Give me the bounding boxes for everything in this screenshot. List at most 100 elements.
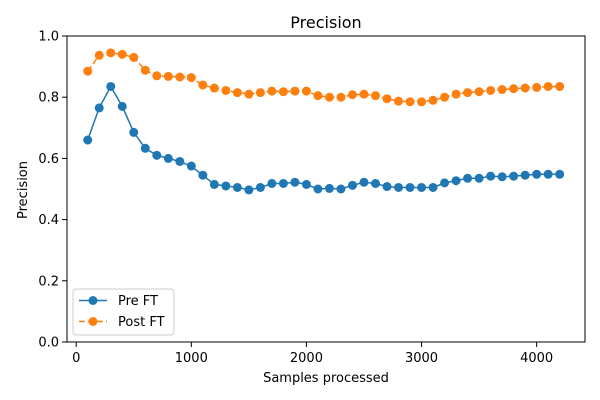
data-point-pre-ft bbox=[244, 185, 254, 195]
data-point-post-ft bbox=[209, 83, 219, 93]
data-point-pre-ft bbox=[129, 127, 139, 137]
data-point-pre-ft bbox=[509, 171, 519, 181]
data-point-post-ft bbox=[301, 86, 311, 96]
data-point-pre-ft bbox=[140, 143, 150, 153]
data-point-post-ft bbox=[313, 91, 323, 101]
plot-frame bbox=[66, 35, 586, 343]
data-point-pre-ft bbox=[440, 178, 450, 188]
data-point-post-ft bbox=[163, 71, 173, 81]
x-tick-label: 3000 bbox=[405, 351, 438, 366]
data-point-pre-ft bbox=[83, 135, 93, 145]
data-point-post-ft bbox=[394, 96, 404, 106]
data-point-post-ft bbox=[543, 81, 553, 91]
data-point-pre-ft bbox=[359, 177, 369, 187]
chart-title: Precision bbox=[290, 13, 361, 32]
data-point-pre-ft bbox=[301, 179, 311, 189]
data-point-pre-ft bbox=[474, 173, 484, 183]
legend-marker-pre-ft bbox=[88, 296, 98, 305]
data-point-post-ft bbox=[278, 87, 288, 97]
legend-marker-post-ft bbox=[88, 317, 98, 326]
data-point-post-ft bbox=[336, 92, 346, 102]
data-point-post-ft bbox=[370, 91, 380, 101]
data-point-pre-ft bbox=[543, 169, 553, 179]
data-point-post-ft bbox=[405, 97, 415, 107]
data-point-post-ft bbox=[129, 52, 139, 62]
data-point-pre-ft bbox=[209, 179, 219, 189]
data-point-post-ft bbox=[347, 90, 357, 100]
data-point-post-ft bbox=[428, 95, 438, 105]
data-point-pre-ft bbox=[290, 177, 300, 187]
data-point-post-ft bbox=[140, 65, 150, 75]
x-tick-label: 0 bbox=[72, 351, 80, 366]
data-point-post-ft bbox=[382, 94, 392, 104]
data-point-post-ft bbox=[255, 88, 265, 98]
plot-area bbox=[83, 48, 565, 195]
data-point-pre-ft bbox=[370, 178, 380, 188]
data-point-pre-ft bbox=[497, 172, 507, 182]
legend-label-post-ft: Post FT bbox=[118, 315, 165, 330]
data-point-pre-ft bbox=[382, 182, 392, 192]
data-point-post-ft bbox=[152, 71, 162, 81]
data-point-pre-ft bbox=[278, 178, 288, 188]
x-tick-label: 4000 bbox=[520, 351, 553, 366]
data-point-pre-ft bbox=[175, 156, 185, 166]
data-point-post-ft bbox=[267, 86, 277, 96]
data-point-pre-ft bbox=[152, 150, 162, 160]
data-point-post-ft bbox=[290, 86, 300, 96]
data-point-pre-ft bbox=[198, 170, 208, 180]
data-point-pre-ft bbox=[486, 171, 496, 181]
data-point-pre-ft bbox=[394, 182, 404, 192]
data-point-post-ft bbox=[532, 82, 542, 92]
data-point-post-ft bbox=[486, 85, 496, 95]
data-point-pre-ft bbox=[532, 169, 542, 179]
data-point-post-ft bbox=[186, 73, 196, 83]
data-point-post-ft bbox=[440, 92, 450, 102]
y-tick-label: 1.0 bbox=[38, 30, 59, 45]
data-point-post-ft bbox=[117, 49, 127, 59]
data-point-pre-ft bbox=[267, 178, 277, 188]
data-point-pre-ft bbox=[163, 153, 173, 163]
data-point-pre-ft bbox=[520, 170, 530, 180]
legend-label-pre-ft: Pre FT bbox=[118, 294, 158, 309]
data-point-pre-ft bbox=[417, 182, 427, 192]
data-point-post-ft bbox=[451, 89, 461, 99]
data-point-pre-ft bbox=[313, 184, 323, 194]
data-point-post-ft bbox=[520, 83, 530, 93]
data-point-pre-ft bbox=[347, 180, 357, 190]
y-tick-label: 0.4 bbox=[38, 213, 59, 228]
data-point-pre-ft bbox=[106, 81, 116, 91]
data-point-post-ft bbox=[221, 85, 231, 95]
data-point-post-ft bbox=[232, 88, 242, 98]
data-point-post-ft bbox=[324, 92, 334, 102]
x-axis: 0 1000 2000 3000 4000 bbox=[72, 342, 553, 366]
y-tick-label: 0.6 bbox=[38, 152, 59, 167]
data-point-post-ft bbox=[497, 85, 507, 95]
data-point-post-ft bbox=[106, 48, 116, 58]
data-point-post-ft bbox=[474, 87, 484, 97]
x-tick-label: 2000 bbox=[290, 351, 323, 366]
y-tick-label: 0.0 bbox=[38, 336, 59, 351]
data-point-post-ft bbox=[359, 89, 369, 99]
data-point-post-ft bbox=[198, 80, 208, 90]
data-point-pre-ft bbox=[232, 182, 242, 192]
data-point-post-ft bbox=[94, 50, 104, 60]
legend: Pre FT Post FT bbox=[72, 288, 175, 336]
x-axis-title: Samples processed bbox=[263, 371, 389, 386]
data-point-pre-ft bbox=[186, 161, 196, 171]
data-point-pre-ft bbox=[336, 184, 346, 194]
x-tick-label: 1000 bbox=[175, 351, 208, 366]
y-tick-label: 0.2 bbox=[38, 274, 59, 289]
data-point-pre-ft bbox=[117, 101, 127, 111]
data-point-post-ft bbox=[555, 81, 565, 91]
data-point-pre-ft bbox=[555, 169, 565, 179]
data-point-post-ft bbox=[509, 84, 519, 94]
data-point-post-ft bbox=[244, 89, 254, 99]
data-point-pre-ft bbox=[405, 182, 415, 192]
data-point-pre-ft bbox=[94, 103, 104, 113]
data-point-post-ft bbox=[83, 66, 93, 76]
data-point-pre-ft bbox=[463, 173, 473, 183]
y-tick-label: 0.8 bbox=[38, 91, 59, 106]
data-point-pre-ft bbox=[451, 176, 461, 186]
data-point-post-ft bbox=[175, 72, 185, 82]
